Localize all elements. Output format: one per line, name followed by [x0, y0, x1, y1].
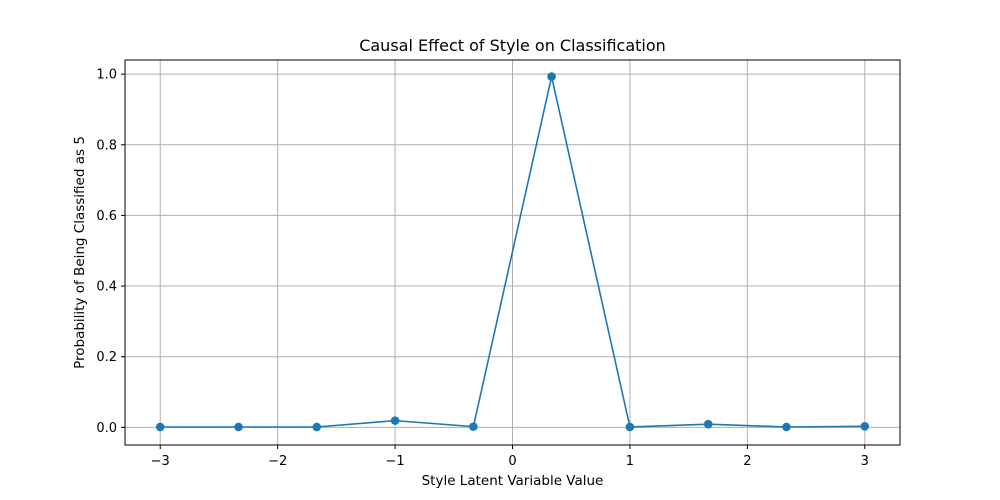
x-tick-label: −2: [268, 454, 287, 469]
data-point: [312, 422, 322, 432]
data-point: [860, 421, 870, 431]
data-point: [469, 422, 478, 431]
axis-ticks: −3 −2 −1 0 1 2 3 0.0 0.2 0.4 0.6 0.8 1.0: [96, 68, 869, 469]
grid: [125, 60, 900, 445]
data-point: [625, 422, 635, 432]
data-point: [547, 72, 556, 81]
data-point: [234, 422, 243, 432]
y-tick-label: 0.6: [96, 209, 117, 224]
y-axis-label: Probability of Being Classified as 5: [72, 136, 88, 369]
x-tick-label: −3: [151, 454, 170, 469]
series-line: [160, 75, 865, 428]
y-tick-label: 0.0: [96, 421, 117, 436]
data-point: [703, 419, 713, 429]
y-tick-label: 0.4: [96, 280, 117, 295]
x-tick-label: 1: [626, 454, 634, 469]
y-tick-label: 0.8: [96, 138, 117, 153]
y-tick-label: 1.0: [96, 68, 117, 83]
x-tick-label: −1: [385, 454, 404, 469]
data-point: [155, 422, 165, 432]
y-tick-label: 0.2: [96, 350, 117, 365]
x-tick-label: 2: [743, 454, 751, 469]
series-layer: [155, 72, 870, 432]
data-point: [782, 422, 791, 432]
x-tick-label: 3: [861, 454, 869, 469]
data-point: [390, 416, 400, 425]
x-axis-label: Style Latent Variable Value: [422, 473, 604, 489]
chart-title: Causal Effect of Style on Classification: [359, 36, 666, 55]
x-tick-label: 0: [508, 454, 516, 469]
